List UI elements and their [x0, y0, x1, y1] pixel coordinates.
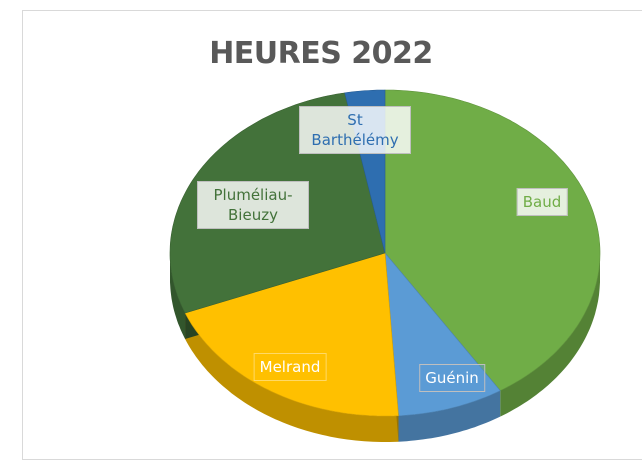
data-label: Melrand [253, 353, 327, 381]
slice [384, 89, 601, 391]
data-label: Guénin [419, 364, 485, 392]
slice [384, 252, 501, 417]
slice-side [398, 390, 501, 442]
slice-side [185, 313, 399, 442]
slice-side [500, 253, 600, 417]
data-label: Pluméliau-Bieuzy [197, 181, 309, 229]
page: {"chart_data": {"type": "pie", "title": … [22, 10, 642, 460]
chart-title: HEURES 2022 [209, 36, 433, 71]
data-label: Baud [516, 188, 568, 216]
slice [184, 252, 399, 417]
data-label: St Barthélémy [299, 106, 411, 154]
